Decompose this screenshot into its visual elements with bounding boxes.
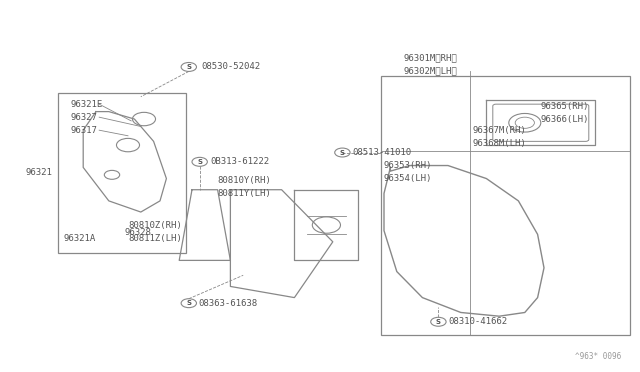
Text: 08530-52042: 08530-52042 xyxy=(202,62,260,71)
Text: 08310-41662: 08310-41662 xyxy=(448,317,507,326)
Text: 96301M〈RH〉: 96301M〈RH〉 xyxy=(403,53,457,62)
Text: S: S xyxy=(436,319,441,325)
Text: S: S xyxy=(340,150,345,155)
Text: 96367M(RH): 96367M(RH) xyxy=(472,126,526,135)
Text: 08513-41010: 08513-41010 xyxy=(352,148,411,157)
Text: 96353(RH): 96353(RH) xyxy=(384,161,433,170)
Text: 80810Y(RH): 80810Y(RH) xyxy=(218,176,271,185)
Text: S: S xyxy=(186,300,191,306)
Text: 96321: 96321 xyxy=(26,169,52,177)
Text: 96321E: 96321E xyxy=(70,100,102,109)
Text: 96368M(LH): 96368M(LH) xyxy=(472,139,526,148)
Text: 96321A: 96321A xyxy=(64,234,96,243)
Text: S: S xyxy=(186,64,191,70)
Text: 96354(LH): 96354(LH) xyxy=(384,174,433,183)
Text: 0B313-61222: 0B313-61222 xyxy=(210,157,269,166)
Text: S: S xyxy=(197,159,202,165)
Text: 96328: 96328 xyxy=(125,228,152,237)
Text: 96365(RH): 96365(RH) xyxy=(541,102,589,110)
Text: 08363-61638: 08363-61638 xyxy=(198,299,257,308)
Text: 80810Z(RH): 80810Z(RH) xyxy=(128,221,182,230)
Text: 96317: 96317 xyxy=(70,126,97,135)
Text: 96366(LH): 96366(LH) xyxy=(541,115,589,124)
Text: 80811Y(LH): 80811Y(LH) xyxy=(218,189,271,198)
Text: ^963* 0096: ^963* 0096 xyxy=(575,352,621,361)
Text: 96302M〈LH〉: 96302M〈LH〉 xyxy=(403,66,457,75)
Text: 96327: 96327 xyxy=(70,113,97,122)
Text: 80811Z(LH): 80811Z(LH) xyxy=(128,234,182,243)
